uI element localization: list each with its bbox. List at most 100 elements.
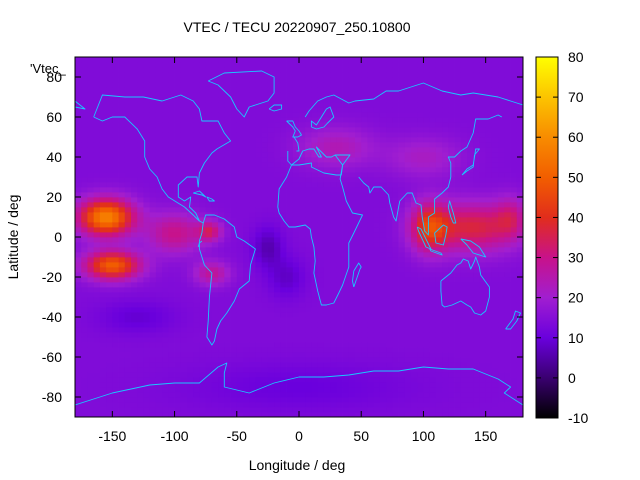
heatmap-cell: [106, 137, 113, 143]
heatmap-cell: [75, 162, 82, 168]
heatmap-cell: [168, 282, 175, 288]
heatmap-cell: [392, 227, 399, 233]
heatmap-cell: [435, 157, 443, 163]
heatmap-cell: [386, 107, 393, 113]
heatmap-cell: [423, 247, 431, 253]
heatmap-cell: [317, 127, 325, 133]
heatmap-cell: [230, 117, 238, 123]
heatmap-cell: [81, 307, 88, 313]
heatmap-cell: [299, 372, 306, 378]
heatmap-cell: [131, 102, 138, 108]
heatmap-cell: [255, 142, 263, 148]
heatmap-cell: [317, 82, 325, 88]
heatmap-cell: [417, 322, 424, 328]
heatmap-cell: [323, 277, 331, 283]
heatmap-cell: [442, 112, 449, 118]
heatmap-cell: [218, 342, 225, 348]
heatmap-cell: [180, 377, 188, 383]
heatmap-cell: [124, 302, 132, 308]
heatmap-cell: [435, 287, 443, 293]
heatmap-cell: [131, 197, 138, 203]
heatmap-cell: [467, 72, 474, 78]
heatmap-cell: [355, 402, 362, 408]
heatmap-cell: [411, 342, 418, 348]
heatmap-cell: [87, 322, 95, 328]
heatmap-cell: [162, 142, 169, 148]
heatmap-cell: [361, 402, 368, 408]
heatmap-cell: [93, 287, 101, 293]
heatmap-cell: [218, 322, 225, 328]
heatmap-cell: [81, 267, 88, 273]
heatmap-cell: [336, 362, 343, 368]
heatmap-cell: [454, 102, 462, 108]
heatmap-cell: [149, 227, 157, 233]
heatmap-cell: [411, 57, 418, 63]
heatmap-cell: [373, 152, 381, 158]
heatmap-cell: [299, 222, 306, 228]
heatmap-cell: [143, 62, 151, 68]
heatmap-cell: [162, 117, 169, 123]
heatmap-cell: [473, 412, 480, 417]
heatmap-cell: [93, 347, 101, 353]
heatmap-cell: [429, 217, 437, 223]
heatmap-cell: [75, 57, 82, 63]
heatmap-cell: [261, 332, 269, 338]
heatmap-cell: [330, 192, 337, 198]
heatmap-cell: [280, 322, 287, 328]
heatmap-cell: [485, 317, 493, 323]
heatmap-cell: [224, 382, 231, 388]
heatmap-cell: [404, 357, 412, 363]
heatmap-cell: [479, 67, 487, 73]
heatmap-cell: [317, 107, 325, 113]
heatmap-cell: [317, 132, 325, 138]
heatmap-cell: [342, 122, 350, 128]
heatmap-cell: [137, 97, 144, 103]
heatmap-cell: [168, 382, 175, 388]
heatmap-cell: [286, 357, 294, 363]
heatmap-cell: [155, 107, 163, 113]
heatmap-cell: [274, 402, 281, 408]
heatmap-cell: [137, 227, 144, 233]
heatmap-cell: [137, 352, 144, 358]
heatmap-cell: [118, 62, 126, 68]
heatmap-cell: [193, 57, 200, 63]
heatmap-cell: [286, 337, 294, 343]
heatmap-cell: [205, 367, 213, 373]
heatmap-cell: [398, 232, 406, 238]
heatmap-cell: [131, 397, 138, 403]
heatmap-cell: [187, 242, 194, 248]
heatmap-cell: [404, 402, 412, 408]
heatmap-cell: [131, 72, 138, 78]
heatmap-cell: [442, 342, 449, 348]
heatmap-cell: [473, 367, 480, 373]
heatmap-cell: [361, 212, 368, 218]
heatmap-cell: [473, 57, 480, 63]
heatmap-cell: [448, 327, 455, 333]
heatmap-cell: [112, 327, 119, 333]
heatmap-cell: [460, 182, 468, 188]
heatmap-cell: [236, 157, 244, 163]
heatmap-cell: [491, 292, 499, 298]
heatmap-cell: [473, 337, 480, 343]
heatmap-cell: [460, 377, 468, 383]
heatmap-cell: [131, 187, 138, 193]
heatmap-cell: [224, 107, 231, 113]
heatmap-cell: [348, 387, 356, 393]
heatmap-cell: [454, 337, 462, 343]
heatmap-cell: [435, 212, 443, 218]
heatmap-cell: [442, 337, 449, 343]
heatmap-cell: [398, 207, 406, 213]
heatmap-cell: [504, 407, 511, 413]
heatmap-cell: [317, 272, 325, 278]
heatmap-cell: [180, 97, 188, 103]
heatmap-cell: [448, 307, 455, 313]
heatmap-cell: [429, 397, 437, 403]
heatmap-cell: [249, 262, 256, 268]
heatmap-cell: [355, 192, 362, 198]
heatmap-cell: [286, 72, 294, 78]
heatmap-cell: [467, 197, 474, 203]
heatmap-cell: [149, 312, 157, 318]
heatmap-cell: [386, 412, 393, 417]
heatmap-cell: [373, 387, 381, 393]
heatmap-cell: [392, 67, 399, 73]
